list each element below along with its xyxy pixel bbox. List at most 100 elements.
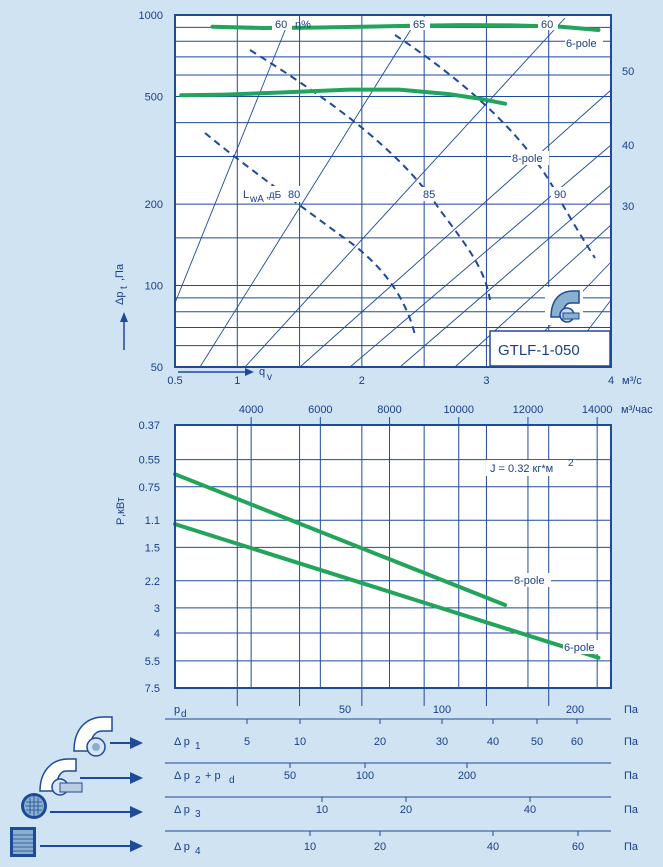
system-ray <box>299 89 612 368</box>
power-y-tick-label: 1.1 <box>145 515 160 527</box>
power-y-tick-label: 0.55 <box>139 455 160 467</box>
scale-tick-label: 40 <box>524 804 536 816</box>
scale-row-label-tail-sub: d <box>229 775 235 786</box>
curve-label-6-pole: 6-pole <box>566 38 597 50</box>
sound-iso-85: 85 <box>423 189 435 201</box>
power-y-tick-label: 3 <box>154 603 160 615</box>
power-y-ticks: 0.37 0.55 0.75 1.1 1.5 2.2 3 4 5.5 7.5 <box>139 420 160 695</box>
y-axis-label: Δp <box>114 292 126 305</box>
sound-unit: ,дБ <box>266 190 282 201</box>
pressure-x-tick-label: 2 <box>359 375 365 387</box>
system-ray <box>399 184 612 368</box>
system-ray <box>244 17 566 368</box>
model-label-box <box>489 330 611 367</box>
power-axis-label: P <box>115 518 127 525</box>
scale-unit-label: Па <box>624 804 639 816</box>
power-curve-6-pole <box>173 522 601 660</box>
sound-isoline-80 <box>204 132 416 336</box>
scale-tick-label: 100 <box>433 704 451 716</box>
flow-hour-tick-label: 6000 <box>308 404 332 416</box>
efficiency-label-60a: 60 <box>275 19 287 31</box>
pressure-y-tick-label: 200 <box>145 199 163 211</box>
pressure-curve-8-pole <box>179 87 508 106</box>
flow-hour-tick-label: 4000 <box>239 404 263 416</box>
pressure-chart-frame <box>174 14 612 368</box>
efficiency-label-65: 65 <box>413 19 425 31</box>
pressure-x-tick-label: 1 <box>234 375 240 387</box>
fan-with-duct-icon <box>73 716 113 757</box>
x-axis-label: q <box>259 366 265 378</box>
system-ray <box>454 224 612 368</box>
scale-row-label: Δ p <box>174 736 190 748</box>
scale-row-label: p <box>174 704 180 716</box>
scale-tick-label: 5 <box>244 736 250 748</box>
scale-tick-label: 200 <box>566 704 584 716</box>
efficiency-label-60b: 60 <box>541 19 553 31</box>
power-axis-label-group: P ,кВт <box>115 497 127 525</box>
scale-tick-label: 40 <box>487 736 499 748</box>
scale-tick-label: 60 <box>572 841 584 853</box>
flow-hour-tick-label: 14000 <box>582 404 613 416</box>
qv-axis-arrow-head <box>245 368 254 376</box>
scale-tick-label: 40 <box>487 841 499 853</box>
power-y-tick-label: 7.5 <box>145 683 160 695</box>
scale-tick-label: 50 <box>531 736 543 748</box>
power-label-8-pole: 8-pole <box>514 575 545 587</box>
power-chart-frame <box>174 424 612 689</box>
scale-row-label-sub: d <box>181 709 187 720</box>
scale-row-label-sub: 3 <box>195 809 201 820</box>
flow-hour-ticks: 4000 6000 8000 10000 12000 14000 <box>239 404 613 425</box>
dp-axis-arrow-head <box>120 312 128 322</box>
flow-hour-tick-label: 10000 <box>443 404 474 416</box>
sound-iso-80: 80 <box>288 189 300 201</box>
flow-hour-tick-label: 8000 <box>377 404 401 416</box>
pressure-x-ticks: 0.5 1 2 3 4 <box>167 375 614 387</box>
pressure-y-tick-label: 1000 <box>139 10 163 22</box>
y-axis-label-sub: t <box>119 286 130 289</box>
right-scale-50: 50 <box>622 66 634 78</box>
pressure-x-tick-label: 3 <box>483 375 489 387</box>
inertia-annotation: J = 0.32 кг*м <box>490 463 553 475</box>
power-curves <box>173 472 601 660</box>
scale-tick-label: 20 <box>374 841 386 853</box>
scale-tick-label: 10 <box>294 736 306 748</box>
power-chart: 0.37 0.55 0.75 1.1 1.5 2.2 3 4 5.5 7.5 P ,кВт J =… <box>115 420 612 695</box>
scale-unit-label: Па <box>624 736 639 748</box>
x-unit-label: м³/с <box>622 375 642 387</box>
pressure-y-tick-label: 500 <box>145 91 163 103</box>
power-y-tick-label: 5.5 <box>145 656 160 668</box>
power-y-tick-label: 1.5 <box>145 542 160 554</box>
fan-icon-duct <box>39 758 83 796</box>
scale-unit-label: Па <box>624 770 639 782</box>
scale-tick-label: 30 <box>436 736 448 748</box>
x-axis-label-sub: v <box>267 372 272 383</box>
pressure-chart: 50 100 200 500 1000 0.5 1 2 3 4 4000 6000 8000 1000… <box>114 10 653 425</box>
power-axis-unit: ,кВт <box>115 497 127 517</box>
scale-row-label: Δ p <box>174 770 190 782</box>
sound-label: L <box>243 189 249 201</box>
power-y-tick-label: 2.2 <box>145 576 160 588</box>
filter-icon <box>21 793 47 819</box>
scale-tick-label: 200 <box>458 770 476 782</box>
right-scale-30: 30 <box>622 201 634 213</box>
sound-iso-90: 90 <box>554 189 566 201</box>
row-arrows <box>40 737 143 852</box>
y-axis-unit: ,Па <box>114 263 126 281</box>
model-label: GTLF-1-050 <box>498 342 580 359</box>
scale-tick-label: 50 <box>284 770 296 782</box>
scale-row-label: Δ p <box>174 804 190 816</box>
pressure-x-tick-label: 0.5 <box>167 375 182 387</box>
scale-tick-label: 20 <box>400 804 412 816</box>
sound-label-sub: wA <box>249 194 264 205</box>
scale-row-label-tail: + p <box>205 770 221 782</box>
power-label-6-pole: 6-pole <box>564 642 595 654</box>
scale-tick-label: 10 <box>316 804 328 816</box>
grille-icon <box>10 827 36 857</box>
sound-isoline-90 <box>394 34 596 259</box>
scale-unit-label: Па <box>624 704 639 716</box>
efficiency-label-eta: η% <box>295 19 311 31</box>
inertia-annotation-sup: 2 <box>568 458 574 469</box>
scale-row-label-sub: 2 <box>195 775 201 786</box>
